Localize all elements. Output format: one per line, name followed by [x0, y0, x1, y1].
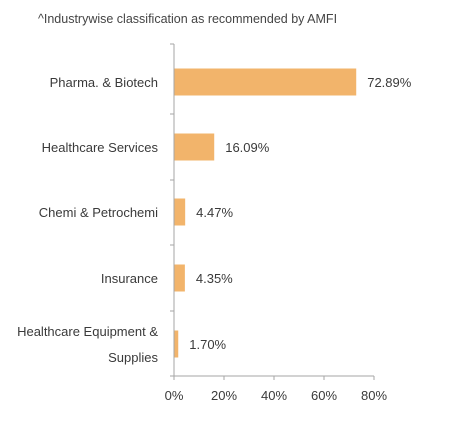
data-label: 4.35% — [196, 271, 233, 286]
bar — [174, 264, 185, 292]
bar — [174, 198, 186, 226]
category-label: Supplies — [108, 350, 158, 365]
x-tick-label: 80% — [361, 388, 387, 403]
data-label: 4.47% — [196, 205, 233, 220]
x-tick-label: 60% — [311, 388, 337, 403]
data-label: 72.89% — [367, 75, 412, 90]
category-label: Insurance — [101, 271, 158, 286]
category-label: Healthcare Services — [42, 140, 159, 155]
x-tick-label: 0% — [165, 388, 184, 403]
data-label: 1.70% — [189, 337, 226, 352]
category-label: Healthcare Equipment & — [17, 324, 158, 339]
category-label: Pharma. & Biotech — [50, 75, 158, 90]
bar — [174, 330, 179, 358]
x-tick-label: 40% — [261, 388, 287, 403]
chart-footnote: ^Industrywise classification as recommen… — [38, 12, 338, 26]
category-label: Chemi & Petrochemi — [39, 205, 158, 220]
x-tick-label: 20% — [211, 388, 237, 403]
bar — [174, 133, 215, 161]
bar — [174, 68, 357, 96]
data-label: 16.09% — [225, 140, 270, 155]
